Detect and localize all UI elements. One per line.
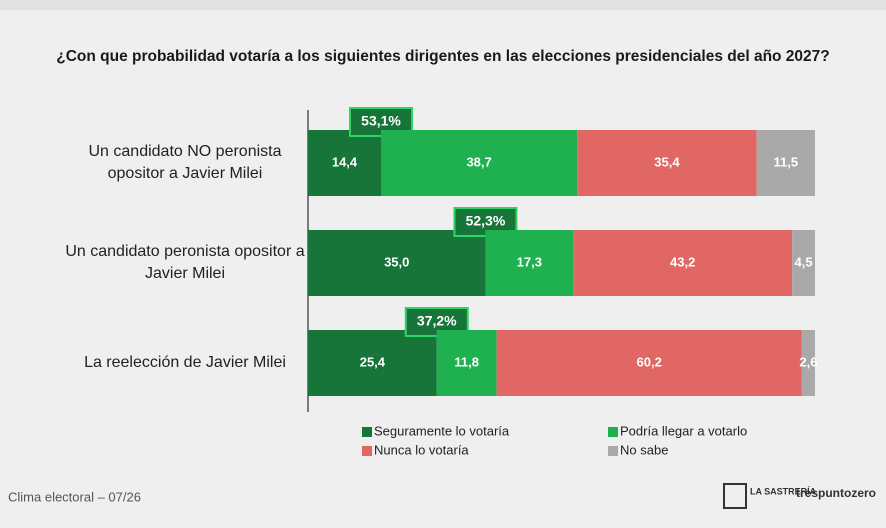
bar-segment: [792, 230, 815, 296]
bar-segment: [496, 330, 802, 396]
category-label: Un candidato NO peronista opositor a Jav…: [88, 143, 282, 182]
value-label: 38,7: [466, 154, 491, 169]
bar-segment: [308, 130, 382, 196]
bar-segment: [573, 230, 793, 296]
value-label: 14,4: [332, 154, 358, 169]
bar-segment: [436, 330, 497, 396]
category-label: Un candidato peronista opositor a Javier…: [65, 243, 305, 282]
logo-icon: [723, 483, 747, 509]
category-label: La reelección de Javier Milei: [84, 354, 286, 371]
value-label: 17,3: [517, 254, 542, 269]
bar-segment: [381, 130, 578, 196]
value-label: 25,4: [360, 354, 386, 369]
bar-segment: [485, 230, 574, 296]
top-band: [0, 0, 886, 10]
value-label: 60,2: [637, 354, 662, 369]
legend-label: Nunca lo votaría: [374, 442, 469, 457]
total-label: 37,2%: [417, 313, 457, 329]
legend-swatch: [362, 427, 372, 437]
legend-label: Podría llegar a votarlo: [620, 423, 747, 438]
total-label: 53,1%: [361, 113, 401, 129]
legend-swatch: [608, 446, 618, 456]
bar-segment: [801, 330, 815, 396]
bar-segment: [577, 130, 757, 196]
legend-swatch: [608, 427, 618, 437]
chart-title: ¿Con que probabilidad votaría a los sigu…: [56, 48, 830, 65]
value-label: 11,8: [454, 354, 479, 369]
value-label: 43,2: [670, 254, 695, 269]
value-label: 4,5: [795, 254, 813, 269]
total-label: 52,3%: [466, 213, 506, 229]
bar-segment: [756, 130, 815, 196]
footer-source: Clima electoral – 07/26: [8, 489, 141, 504]
legend-label: No sabe: [620, 442, 668, 457]
legend-label: Seguramente lo votaría: [374, 423, 510, 438]
bar-segment: [308, 230, 486, 296]
value-label: 35,4: [654, 154, 680, 169]
value-label: 35,0: [384, 254, 409, 269]
legend-swatch: [362, 446, 372, 456]
value-label: 2,6: [799, 354, 817, 369]
logo-right: trespuntozero: [796, 486, 876, 500]
bar-segment: [308, 330, 437, 396]
value-label: 11,5: [774, 154, 799, 169]
logo-left: LA SASTRERÍA: [750, 486, 817, 496]
